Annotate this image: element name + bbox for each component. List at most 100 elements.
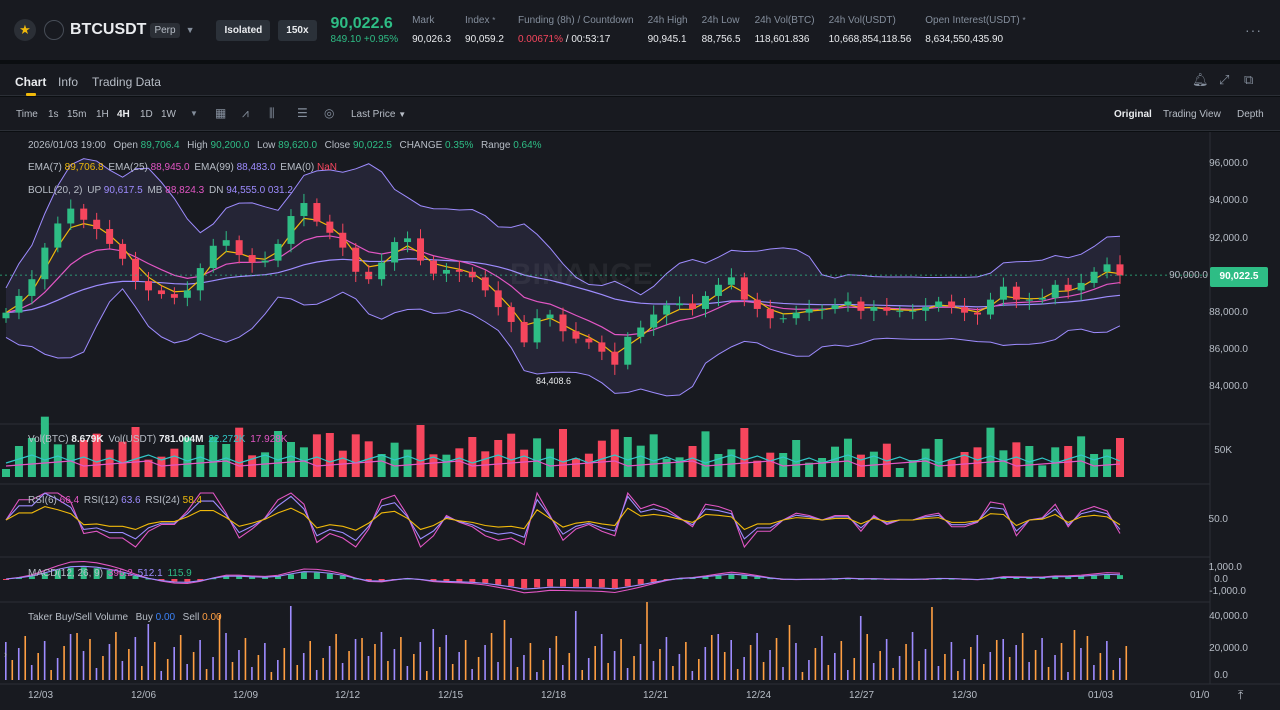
candle-body [948, 301, 956, 308]
popout-icon[interactable]: ⧉ [1244, 72, 1254, 87]
taker-volume-bar [205, 669, 208, 680]
tab-chart[interactable]: Chart [15, 75, 47, 89]
interval-1w[interactable]: 1W [161, 109, 176, 120]
macd-histogram-bar [223, 576, 230, 579]
crosshair-icon[interactable]: ◎ [324, 106, 335, 120]
taker-volume-bar [581, 670, 584, 680]
volume-bar [27, 438, 36, 477]
price-axis-tick: 96,000.0 [1209, 158, 1248, 169]
candlestick-chart[interactable] [0, 132, 1280, 710]
volume-bar [818, 458, 827, 477]
favorite-star-icon[interactable]: ★ [14, 19, 36, 41]
expand-panel-icon[interactable]: › [4, 649, 7, 659]
taker-volume-bar [322, 658, 324, 680]
candle-body [1116, 264, 1124, 276]
axis-resize-icon[interactable]: ⤒ [1238, 688, 1244, 702]
taker-volume-bar [484, 645, 486, 680]
calendar-icon[interactable]: ▦ [215, 106, 227, 120]
price-type-select[interactable]: Last Price ▼ [351, 109, 407, 120]
settings-list-icon[interactable]: ☰ [297, 106, 308, 120]
taker-volume-bar [846, 670, 849, 680]
taker-volume-bar [743, 657, 745, 680]
volume-bar [843, 438, 852, 477]
view-original[interactable]: Original [1114, 109, 1152, 120]
stat-24h-high: 24h High 90,945.1 [648, 15, 688, 45]
volume-bar [520, 449, 529, 477]
interval-1s[interactable]: 1s [48, 109, 59, 120]
macd-histogram-bar [728, 574, 735, 579]
volume-bar [455, 448, 464, 477]
date-tick: 12/27 [849, 690, 875, 701]
margin-mode-button[interactable]: Isolated [216, 19, 271, 41]
candle-body [663, 305, 671, 315]
symbol-dropdown-chevron-icon[interactable]: ▼ [185, 25, 195, 35]
taker-volume-bar [166, 659, 169, 680]
view-trading-view[interactable]: Trading View [1163, 109, 1221, 120]
macd-histogram-bar [1117, 575, 1123, 579]
volume-bar [934, 439, 943, 477]
view-depth[interactable]: Depth [1237, 109, 1264, 120]
taker-volume-bar [102, 656, 104, 680]
taker-volume-bar [231, 662, 234, 680]
volume-bar [494, 440, 503, 477]
volume-bar [261, 452, 270, 477]
tab-trading-data[interactable]: Trading Data [92, 75, 161, 89]
date-tick: 12/09 [233, 690, 259, 701]
taker-volume-bar [95, 668, 98, 680]
interval-1h[interactable]: 1H [96, 109, 109, 120]
macd-histogram-bar [521, 579, 528, 589]
macd-histogram-bar [689, 578, 696, 580]
bell-icon[interactable]: 🔔︎ [1192, 72, 1209, 87]
taker-volume-bar [1080, 648, 1082, 680]
taker-volume-bar [1028, 662, 1030, 680]
leverage-button[interactable]: 150x [278, 19, 317, 41]
stat-open-interest[interactable]: Open Interest(USDT) * 8,634,550,435.90 [925, 15, 1025, 45]
stat-label: Funding (8h) / Countdown [517, 15, 634, 26]
interval-1d[interactable]: 1D [140, 109, 153, 120]
macd-histogram-bar [339, 575, 346, 579]
macd-histogram-bar [275, 576, 282, 579]
last-price: 90,022.6 [330, 15, 393, 32]
taker-volume-bar [257, 655, 260, 680]
taker-volume-bar [911, 632, 914, 680]
interval-4h[interactable]: 4H [117, 109, 130, 120]
chart-panel[interactable] [0, 132, 1280, 710]
taker-volume-bar [302, 653, 305, 680]
candle-body [222, 240, 230, 246]
taker-volume-bar [710, 635, 713, 680]
price-axis-tick: 88,000.0 [1209, 307, 1248, 318]
candle-body [300, 203, 308, 217]
stat-index[interactable]: Index * 90,059.2 [465, 15, 504, 45]
fullscreen-icon[interactable]: ⤢ [1219, 72, 1230, 87]
indicator-icon[interactable]: ⩘ [242, 106, 249, 120]
taker-volume-bar [685, 642, 687, 680]
interval-dropdown-icon[interactable]: ▼ [190, 109, 198, 118]
candle-body [67, 208, 75, 224]
volume-bar [429, 454, 438, 477]
taker-volume-bar [361, 638, 363, 680]
candle-body [714, 284, 722, 296]
candle-body [54, 223, 62, 248]
tab-info[interactable]: Info [58, 75, 79, 89]
taker-volume-bar [827, 665, 830, 680]
interval-time[interactable]: Time [16, 109, 38, 120]
more-horizontal-icon[interactable]: ··· [1245, 22, 1262, 38]
taker-volume-bar [659, 649, 661, 680]
stat-mark: Mark 90,026.3 [412, 15, 451, 45]
volume-bar [507, 433, 516, 477]
price-axis-tick: 84,000.0 [1209, 381, 1248, 392]
taker-volume-bar [885, 639, 888, 680]
interval-15m[interactable]: 15m [67, 109, 87, 120]
macd-histogram-bar [326, 573, 333, 579]
chart-type-icon[interactable]: ⫼ [269, 106, 275, 120]
taker-volume-bar [937, 666, 940, 680]
candle-body [1038, 297, 1046, 300]
candle-body [352, 247, 360, 272]
symbol-name[interactable]: BTCUSDT [70, 21, 147, 38]
taker-volume-bar [438, 647, 441, 680]
macd-histogram-bar [106, 570, 113, 579]
macd-histogram-bar [1026, 577, 1033, 579]
macd-histogram-bar [585, 579, 592, 587]
taker-volume-bar [982, 664, 985, 680]
taker-volume-bar [762, 662, 765, 680]
